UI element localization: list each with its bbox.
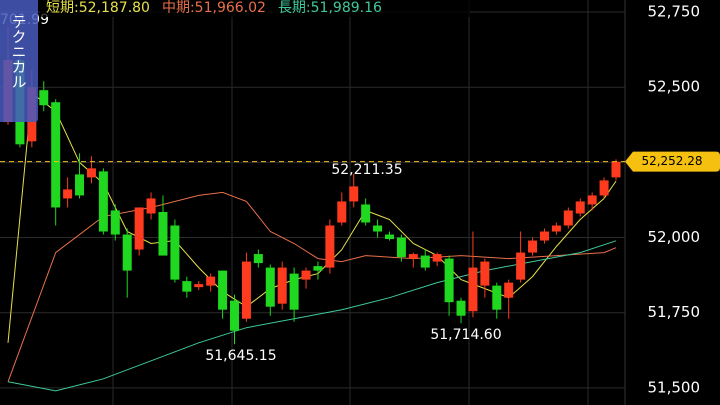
y-tick-label: 51,500 (648, 378, 701, 396)
candle-body (349, 186, 359, 202)
candle-body (86, 168, 96, 178)
candle-body (361, 204, 371, 223)
candle-body (289, 273, 299, 310)
candle-body (575, 201, 585, 214)
candle-body (587, 195, 597, 205)
y-tick-label: 51,750 (648, 303, 701, 321)
y-tick-label: 52,750 (648, 3, 701, 21)
candle-body (218, 270, 228, 310)
candle-body (51, 102, 61, 208)
candle-body (516, 252, 526, 280)
candle-body (265, 267, 275, 307)
candle-body (39, 90, 49, 106)
candle-body (480, 261, 490, 286)
technical-button[interactable]: テクニカル (0, 0, 38, 122)
annotation: 52,211.35 (331, 162, 402, 178)
candle-body (611, 161, 621, 178)
candle-body (539, 231, 549, 241)
candle-body (230, 300, 240, 331)
candle-body (396, 237, 406, 258)
candle-body (504, 282, 514, 298)
price-tag (625, 151, 720, 172)
annotation: 51,645.15 (205, 348, 276, 364)
legend-entry: 長期:51,989.16 (278, 0, 382, 16)
candle-body (170, 225, 180, 280)
candle-body (134, 207, 144, 250)
legend-bg (40, 0, 470, 17)
y-tick-label: 52,000 (648, 228, 701, 246)
price-tag-label: 52,252.28 (641, 154, 702, 168)
y-tick-label: 52,500 (648, 78, 701, 96)
candle-body (146, 198, 156, 214)
candle-body (468, 267, 478, 312)
legend-entry: 短期:52,187.80 (46, 0, 150, 16)
candle-body (63, 189, 73, 199)
candle-body (98, 171, 108, 232)
candle-body (384, 234, 394, 240)
candle-body (444, 258, 454, 303)
candle-body (122, 234, 132, 271)
candle-body (277, 267, 287, 304)
candle-body (456, 300, 466, 316)
candle-body (373, 225, 383, 232)
candle-body (492, 285, 502, 310)
candle-body (313, 266, 323, 271)
legend-entry: 中期:51,966.02 (162, 0, 266, 16)
candle-body (253, 254, 263, 264)
candle-body (337, 201, 347, 223)
candle-body (158, 211, 168, 256)
candle-body (301, 270, 311, 280)
candle-body (528, 240, 538, 253)
candle-body (432, 254, 442, 262)
candle-body (206, 276, 216, 286)
candle-body (110, 210, 120, 235)
candle-body (599, 180, 609, 196)
candle-body (194, 284, 204, 288)
candle-body (75, 174, 85, 196)
candle-body (551, 225, 561, 232)
candle-body (241, 261, 251, 319)
candle-body (420, 255, 430, 268)
candle-body (563, 210, 573, 226)
candle-body (325, 225, 335, 268)
candle-body (408, 254, 418, 259)
candle-body (182, 281, 192, 292)
annotation: 51,714.60 (430, 327, 501, 343)
